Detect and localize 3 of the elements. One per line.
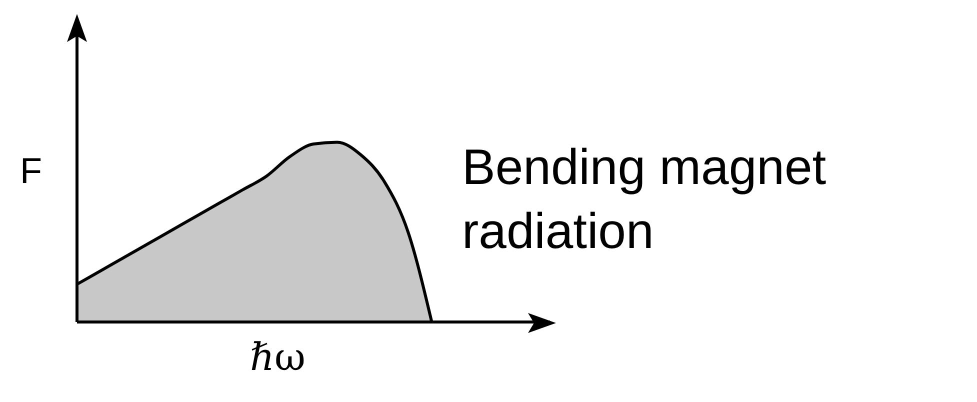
x-axis-title: ℏω xyxy=(250,335,306,379)
y-axis-title: F xyxy=(20,150,42,192)
annotation: Bending magnet radiation xyxy=(462,138,828,261)
